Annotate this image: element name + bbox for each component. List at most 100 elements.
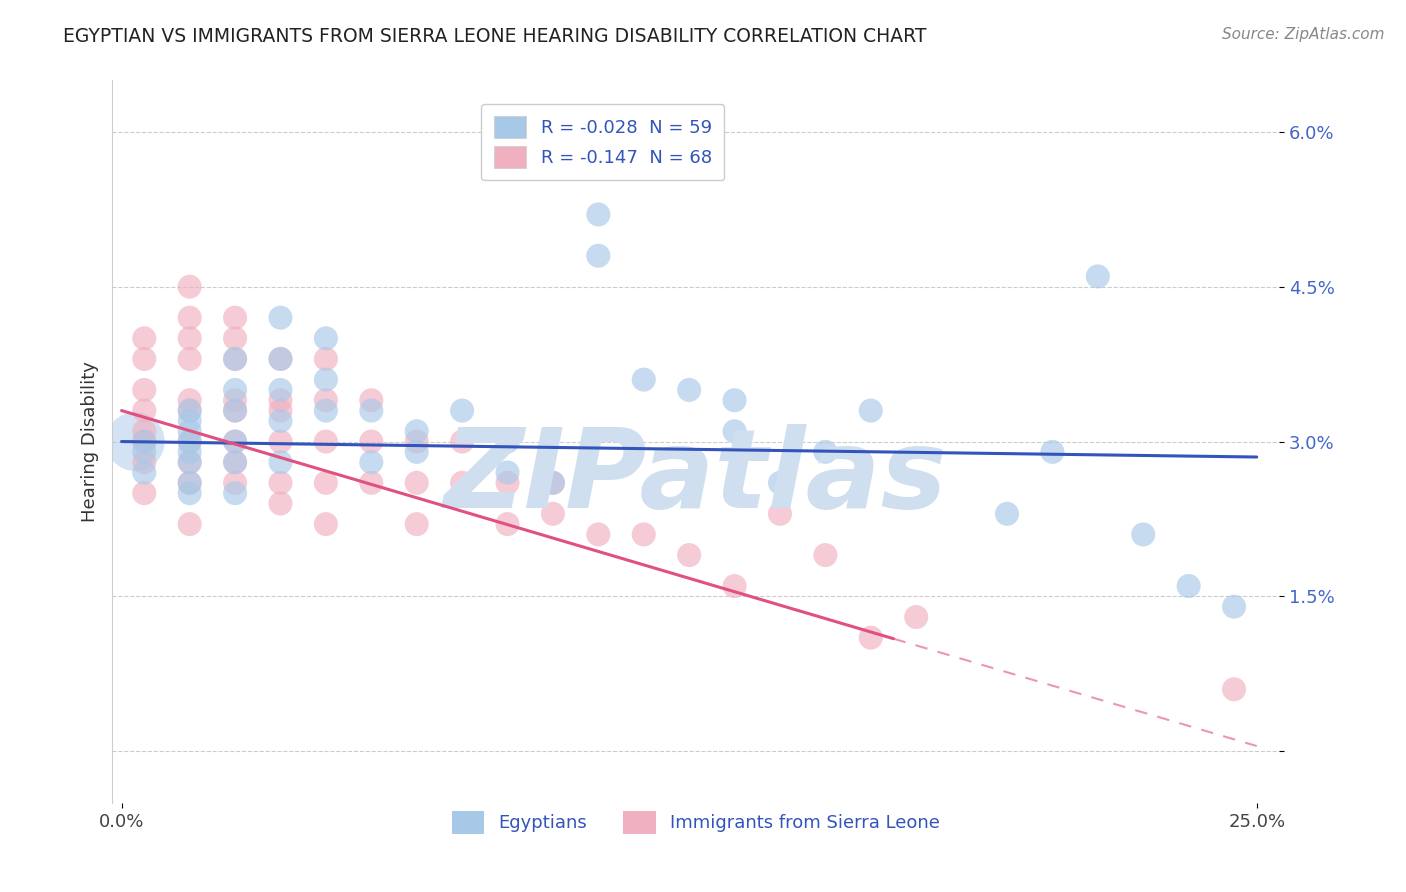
Point xyxy=(859,403,882,417)
Point xyxy=(224,351,246,366)
Point xyxy=(769,507,792,521)
Point xyxy=(269,403,291,417)
Point xyxy=(179,475,201,490)
Point xyxy=(496,434,519,449)
Point xyxy=(678,548,700,562)
Point xyxy=(1223,599,1246,614)
Point xyxy=(905,610,928,624)
Point xyxy=(179,351,201,366)
Point xyxy=(179,434,201,449)
Point xyxy=(315,475,337,490)
Point xyxy=(134,434,156,449)
Point xyxy=(405,434,427,449)
Point xyxy=(315,393,337,408)
Point xyxy=(224,331,246,345)
Point xyxy=(315,351,337,366)
Point xyxy=(179,486,201,500)
Point xyxy=(269,310,291,325)
Point xyxy=(134,403,156,417)
Point xyxy=(678,383,700,397)
Point xyxy=(134,351,156,366)
Point xyxy=(269,414,291,428)
Point xyxy=(269,496,291,510)
Point xyxy=(224,383,246,397)
Point xyxy=(269,393,291,408)
Point xyxy=(179,403,201,417)
Point xyxy=(179,517,201,532)
Point xyxy=(179,331,201,345)
Point xyxy=(541,475,564,490)
Point xyxy=(723,579,745,593)
Point xyxy=(360,455,382,469)
Point xyxy=(269,434,291,449)
Point xyxy=(405,445,427,459)
Point xyxy=(451,475,474,490)
Point xyxy=(224,403,246,417)
Point xyxy=(179,393,201,408)
Point xyxy=(315,331,337,345)
Point xyxy=(224,486,246,500)
Point xyxy=(224,434,246,449)
Legend: Egyptians, Immigrants from Sierra Leone: Egyptians, Immigrants from Sierra Leone xyxy=(437,797,955,848)
Point xyxy=(859,631,882,645)
Point xyxy=(405,475,427,490)
Point xyxy=(179,445,201,459)
Point xyxy=(179,434,201,449)
Point xyxy=(224,393,246,408)
Point xyxy=(315,517,337,532)
Point xyxy=(315,403,337,417)
Point xyxy=(451,403,474,417)
Point xyxy=(633,373,655,387)
Point xyxy=(723,393,745,408)
Point xyxy=(995,507,1018,521)
Point xyxy=(134,331,156,345)
Point xyxy=(124,434,146,449)
Point xyxy=(405,424,427,438)
Point xyxy=(588,207,610,221)
Point xyxy=(269,351,291,366)
Point xyxy=(769,475,792,490)
Point xyxy=(723,424,745,438)
Point xyxy=(134,434,156,449)
Point xyxy=(179,424,201,438)
Point xyxy=(269,383,291,397)
Point xyxy=(179,310,201,325)
Text: ZIPatlas: ZIPatlas xyxy=(444,425,948,531)
Point xyxy=(541,475,564,490)
Point xyxy=(179,455,201,469)
Point xyxy=(315,373,337,387)
Text: EGYPTIAN VS IMMIGRANTS FROM SIERRA LEONE HEARING DISABILITY CORRELATION CHART: EGYPTIAN VS IMMIGRANTS FROM SIERRA LEONE… xyxy=(63,27,927,45)
Point xyxy=(451,434,474,449)
Point xyxy=(405,517,427,532)
Point xyxy=(588,527,610,541)
Point xyxy=(134,455,156,469)
Point xyxy=(224,403,246,417)
Point xyxy=(269,455,291,469)
Point xyxy=(179,475,201,490)
Point xyxy=(496,475,519,490)
Point xyxy=(360,475,382,490)
Point xyxy=(224,351,246,366)
Point xyxy=(633,527,655,541)
Point xyxy=(179,455,201,469)
Point xyxy=(1177,579,1199,593)
Point xyxy=(1132,527,1154,541)
Point xyxy=(814,548,837,562)
Point xyxy=(134,466,156,480)
Point xyxy=(814,445,837,459)
Y-axis label: Hearing Disability: Hearing Disability xyxy=(80,361,98,522)
Point xyxy=(179,414,201,428)
Point xyxy=(134,445,156,459)
Point xyxy=(360,434,382,449)
Point xyxy=(269,351,291,366)
Point xyxy=(224,310,246,325)
Point xyxy=(496,517,519,532)
Point xyxy=(134,424,156,438)
Point xyxy=(1087,269,1109,284)
Point xyxy=(1042,445,1064,459)
Point xyxy=(134,383,156,397)
Text: Source: ZipAtlas.com: Source: ZipAtlas.com xyxy=(1222,27,1385,42)
Point xyxy=(1223,682,1246,697)
Point xyxy=(224,434,246,449)
Point xyxy=(224,455,246,469)
